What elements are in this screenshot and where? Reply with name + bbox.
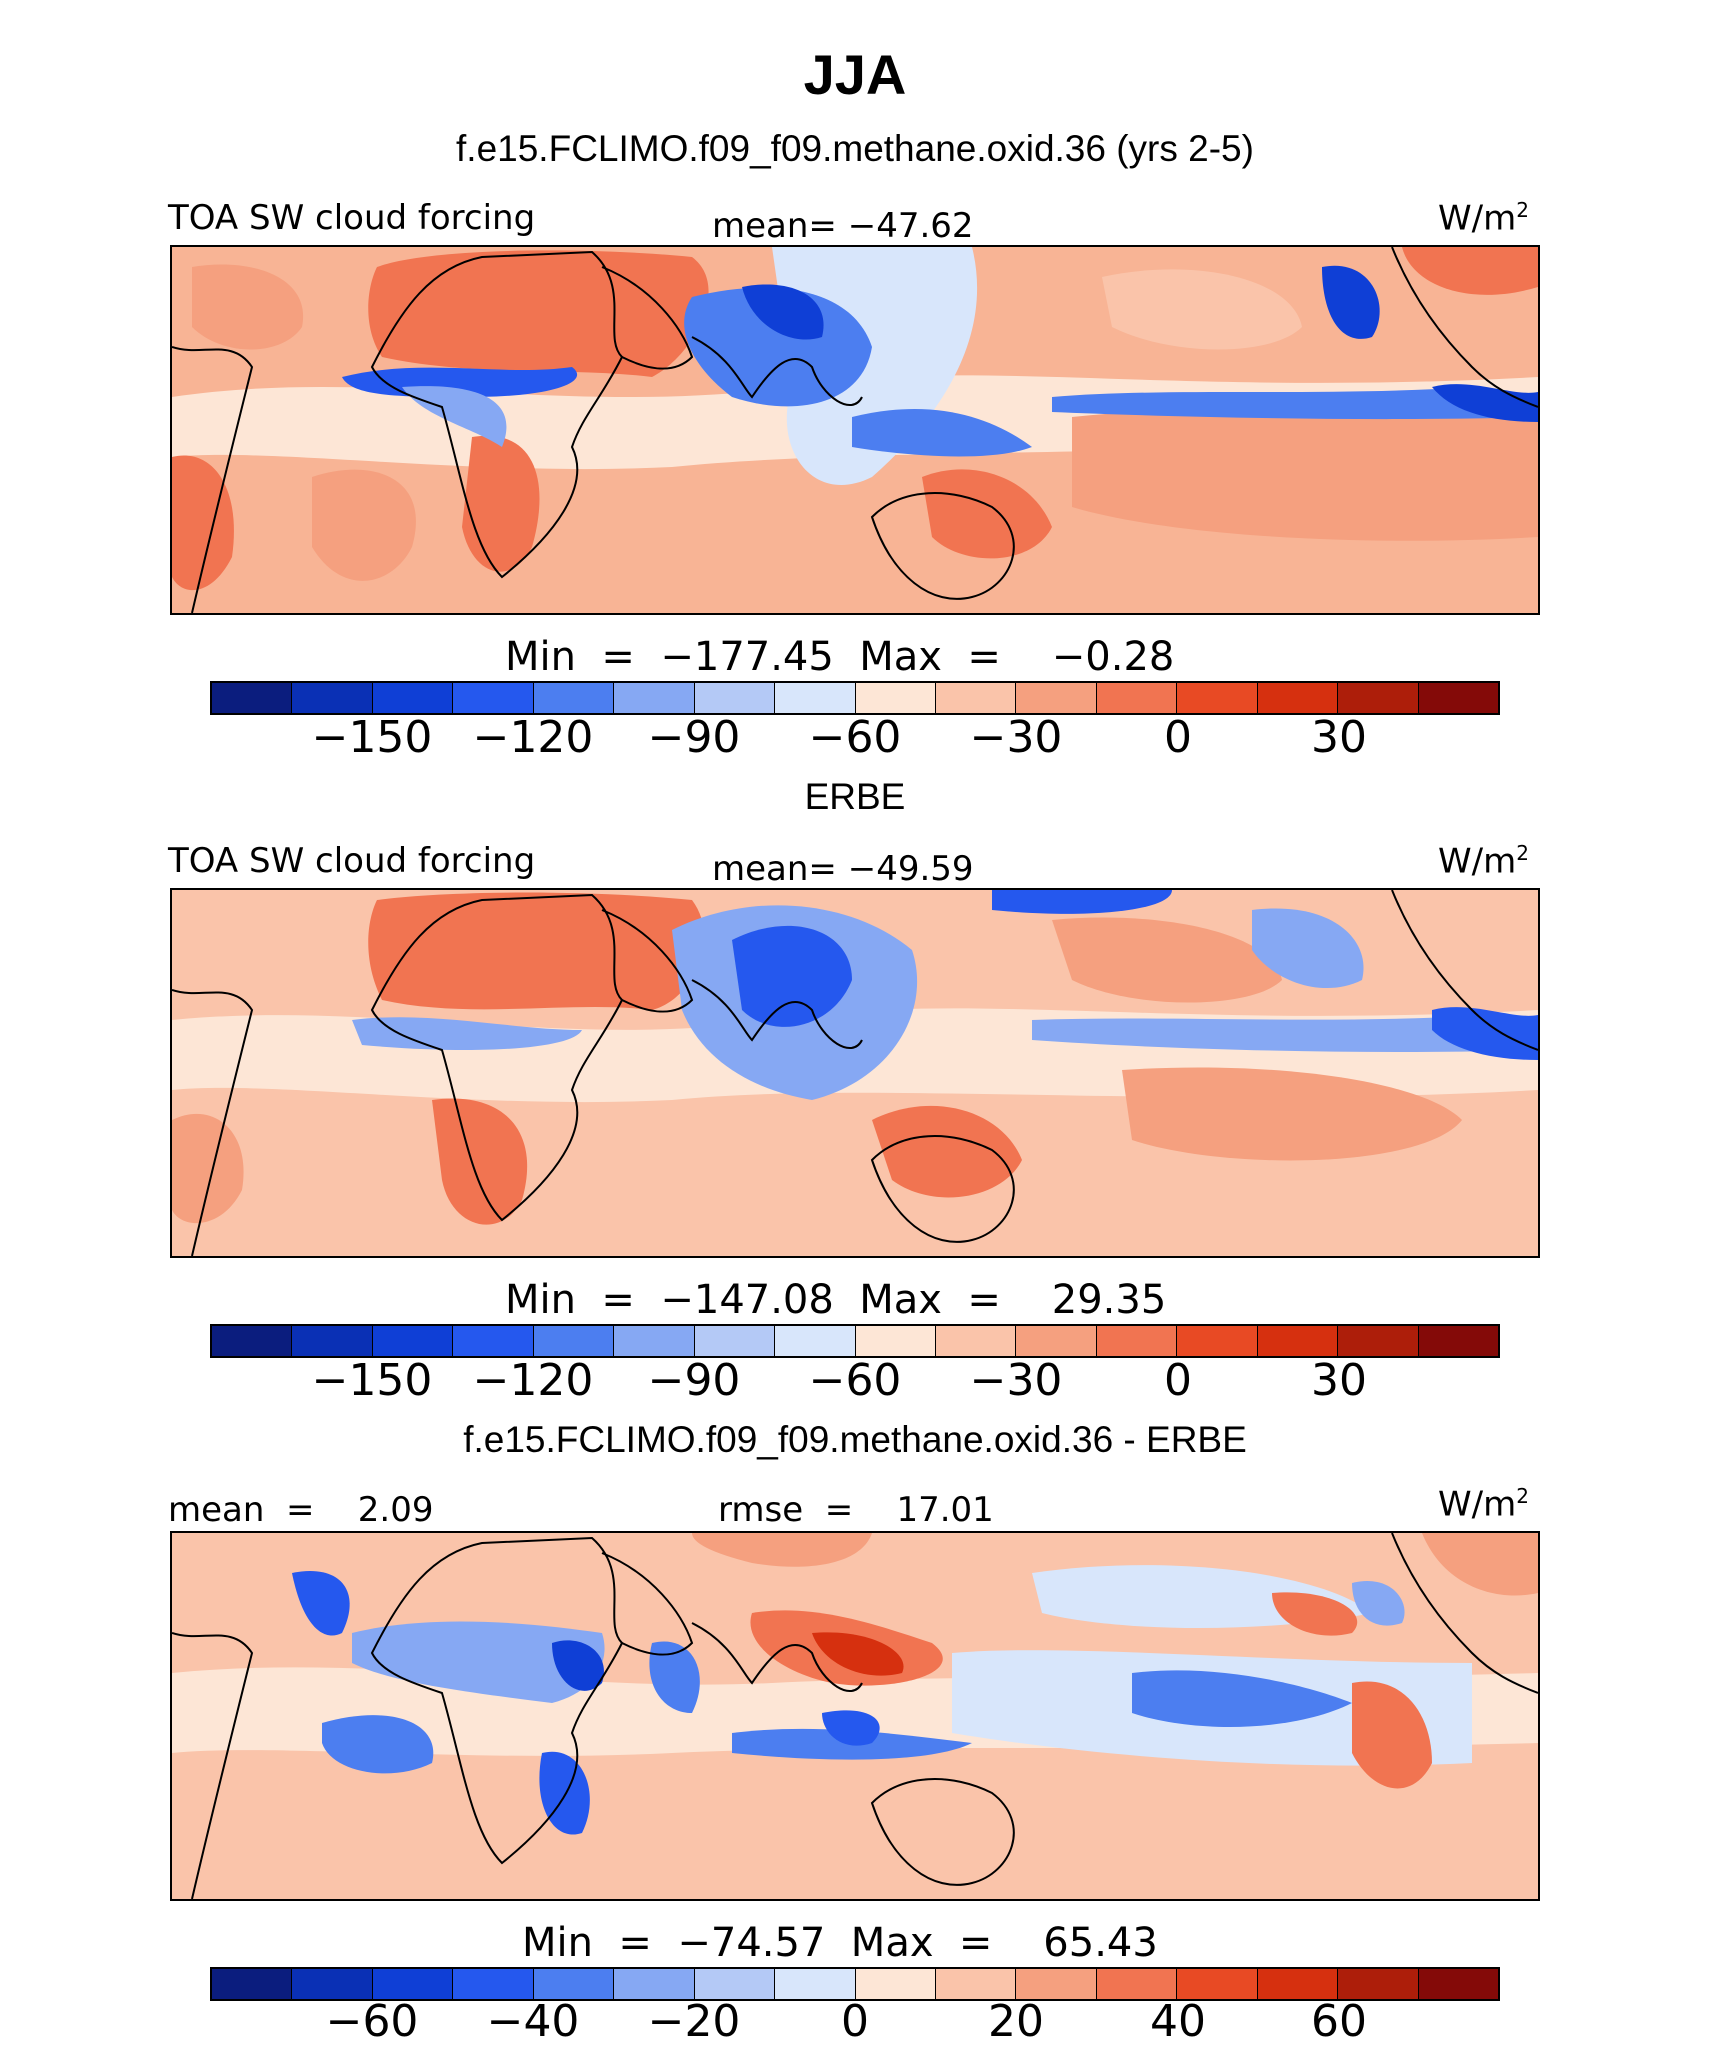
colorbar-swatch xyxy=(1257,1969,1339,1999)
panel-3-tick: 60 xyxy=(1311,1996,1367,2047)
colorbar-swatch xyxy=(1096,1326,1178,1356)
colorbar-swatch xyxy=(1338,1969,1419,1999)
panel-2-min-max: Min = −147.08 Max = 29.35 xyxy=(505,1277,1167,1323)
colorbar-swatch xyxy=(855,683,936,713)
colorbar-swatch xyxy=(292,683,373,713)
panel-2-tick: −150 xyxy=(311,1355,433,1406)
panel-3-map-field xyxy=(172,1533,1538,1899)
panel-2-mean-label: mean= −49.59 xyxy=(712,849,974,889)
panel-3-map xyxy=(170,1531,1540,1901)
colorbar-swatch xyxy=(453,1969,534,1999)
panel-2-heading: ERBE xyxy=(804,776,906,817)
panel-2-map-field xyxy=(172,890,1538,1256)
colorbar-swatch xyxy=(292,1969,373,1999)
colorbar-swatch xyxy=(533,1969,615,1999)
panel-1-colorbar xyxy=(210,681,1500,715)
colorbar-swatch xyxy=(453,1326,534,1356)
colorbar-swatch xyxy=(775,683,856,713)
panel-2-variable-label: TOA SW cloud forcing xyxy=(168,841,536,881)
colorbar-swatch xyxy=(212,1969,293,1999)
colorbar-swatch xyxy=(1418,683,1498,713)
panel-2-tick: 30 xyxy=(1311,1355,1367,1406)
colorbar-swatch xyxy=(372,1969,454,1999)
panel-1-mean-label: mean= −47.62 xyxy=(712,206,974,246)
panel-1-units-label: W/m2 xyxy=(1438,198,1529,239)
colorbar-swatch xyxy=(614,683,695,713)
panel-3-mean-label: mean = 2.09 xyxy=(168,1490,434,1530)
panel-3-units-label: W/m2 xyxy=(1438,1484,1529,1525)
panel-2-tick: −90 xyxy=(647,1355,741,1406)
panel-3-min-max: Min = −74.57 Max = 65.43 xyxy=(522,1920,1158,1966)
panel-1-tick: −120 xyxy=(472,712,594,763)
colorbar-swatch xyxy=(1177,1326,1258,1356)
panel-3-tick: 0 xyxy=(841,1996,869,2047)
colorbar-swatch xyxy=(533,683,615,713)
panel-2-map xyxy=(170,888,1540,1258)
panel-3-tick: 40 xyxy=(1150,1996,1206,2047)
panel-3-tick: −60 xyxy=(325,1996,419,2047)
panel-2-tick: −30 xyxy=(969,1355,1063,1406)
colorbar-swatch xyxy=(855,1969,936,1999)
panel-3-colorbar xyxy=(210,1967,1500,2001)
colorbar-swatch xyxy=(935,1326,1017,1356)
colorbar-swatch xyxy=(855,1326,936,1356)
colorbar-swatch xyxy=(372,683,454,713)
panel-3-tick: −40 xyxy=(486,1996,580,2047)
panel-2-units-label: W/m2 xyxy=(1438,841,1529,882)
colorbar-swatch xyxy=(694,683,776,713)
panel-3-tick: 20 xyxy=(988,1996,1044,2047)
colorbar-swatch xyxy=(1177,1969,1258,1999)
figure-title: JJA xyxy=(803,43,907,106)
panel-1-tick: −150 xyxy=(311,712,433,763)
colorbar-swatch xyxy=(292,1326,373,1356)
colorbar-swatch xyxy=(614,1969,695,1999)
colorbar-swatch xyxy=(1418,1969,1498,1999)
colorbar-swatch xyxy=(935,1969,1017,1999)
panel-1-tick: −60 xyxy=(808,712,902,763)
panel-2-colorbar xyxy=(210,1324,1500,1358)
panel-1-tick: 30 xyxy=(1311,712,1367,763)
colorbar-swatch xyxy=(1338,683,1419,713)
panel-1-heading: f.e15.FCLIMO.f09_f09.methane.oxid.36 (yr… xyxy=(456,128,1254,169)
colorbar-swatch xyxy=(694,1969,776,1999)
panel-1-map xyxy=(170,245,1540,615)
colorbar-swatch xyxy=(1338,1326,1419,1356)
colorbar-swatch xyxy=(1257,1326,1339,1356)
colorbar-swatch xyxy=(775,1326,856,1356)
panel-1-tick: −30 xyxy=(969,712,1063,763)
colorbar-swatch xyxy=(212,683,293,713)
panel-3-rmse-label: rmse = 17.01 xyxy=(718,1490,994,1530)
colorbar-swatch xyxy=(1016,1969,1097,1999)
colorbar-swatch xyxy=(1096,1969,1178,1999)
colorbar-swatch xyxy=(1418,1326,1498,1356)
colorbar-swatch xyxy=(1096,683,1178,713)
colorbar-swatch xyxy=(533,1326,615,1356)
colorbar-swatch xyxy=(453,683,534,713)
panel-1-tick: 0 xyxy=(1164,712,1192,763)
colorbar-swatch xyxy=(1257,683,1339,713)
panel-3-heading: f.e15.FCLIMO.f09_f09.methane.oxid.36 - E… xyxy=(463,1419,1247,1460)
colorbar-swatch xyxy=(1177,683,1258,713)
colorbar-swatch xyxy=(1016,1326,1097,1356)
colorbar-swatch xyxy=(935,683,1017,713)
colorbar-swatch xyxy=(372,1326,454,1356)
panel-2-tick: −60 xyxy=(808,1355,902,1406)
colorbar-swatch xyxy=(775,1969,856,1999)
colorbar-swatch xyxy=(614,1326,695,1356)
panel-3-tick: −20 xyxy=(647,1996,741,2047)
colorbar-swatch xyxy=(1016,683,1097,713)
panel-1-min-max: Min = −177.45 Max = −0.28 xyxy=(505,634,1175,680)
panel-2-tick: −120 xyxy=(472,1355,594,1406)
colorbar-swatch xyxy=(212,1326,293,1356)
colorbar-swatch xyxy=(694,1326,776,1356)
panel-2-tick: 0 xyxy=(1164,1355,1192,1406)
panel-1-variable-label: TOA SW cloud forcing xyxy=(168,198,536,238)
panel-1-tick: −90 xyxy=(647,712,741,763)
panel-1-map-field xyxy=(172,247,1538,613)
